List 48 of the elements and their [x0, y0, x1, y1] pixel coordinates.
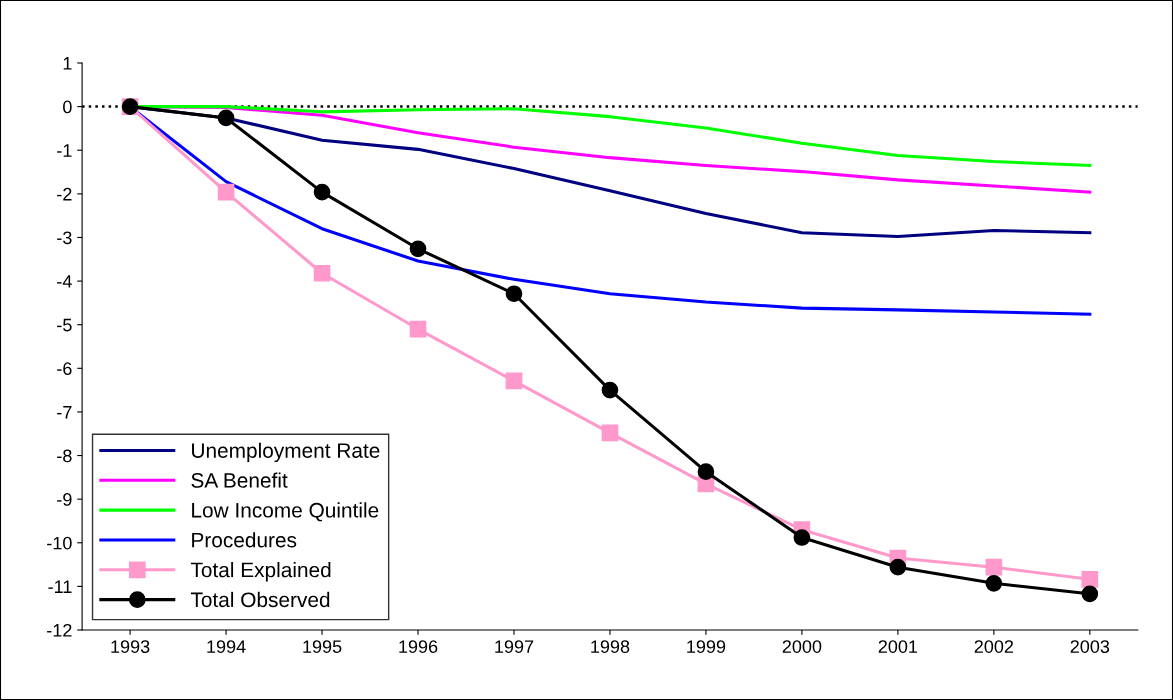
- y-tick-label: -7: [57, 406, 72, 419]
- point: [313, 264, 331, 282]
- y-tick-label: -10: [47, 536, 72, 550]
- point: [217, 109, 235, 127]
- y-tick-label: -8: [57, 449, 72, 463]
- point: [217, 183, 235, 201]
- legend-label: Total Explained: [190, 561, 331, 582]
- point: [889, 558, 907, 576]
- y-tick-label: 1: [63, 57, 72, 70]
- point: [697, 463, 715, 481]
- x-tick-label: 2003: [1070, 640, 1110, 653]
- y-tick-label: 0: [63, 100, 72, 114]
- legend-label: Low Income Quintile: [192, 502, 379, 522]
- x-tick-label: 1993: [111, 640, 150, 653]
- point: [505, 285, 523, 303]
- y-tick-label: -4: [57, 275, 72, 288]
- y-tick-label: -3: [57, 231, 72, 245]
- point: [313, 183, 331, 201]
- legend-label: Total Observed: [190, 591, 330, 608]
- point: [1081, 585, 1099, 603]
- x-tick-label: 1999: [687, 640, 726, 653]
- point: [601, 381, 619, 399]
- point: [409, 320, 427, 338]
- x-tick-label: 2002: [974, 640, 1014, 653]
- legend-label: Procedures: [192, 532, 297, 548]
- x-tick-label: 1994: [207, 640, 246, 653]
- point: [985, 574, 1003, 592]
- point: [409, 240, 427, 258]
- x-tick-label: 1998: [591, 640, 630, 653]
- legend-label: Unemployment Rate: [192, 442, 380, 463]
- y-tick-label: -1: [57, 144, 72, 157]
- point: [505, 372, 523, 390]
- x-tick-label: 1995: [303, 640, 342, 653]
- x-tick-label: 2001: [878, 640, 918, 653]
- x-tick-label: 1997: [495, 640, 534, 653]
- point: [601, 424, 619, 442]
- y-tick-label: -9: [57, 493, 72, 506]
- y-tick-label: -12: [47, 623, 72, 637]
- y-tick-label: -6: [57, 362, 72, 376]
- legend-label: SA Benefit: [191, 472, 288, 488]
- point: [985, 558, 1003, 576]
- y-tick-label: -5: [57, 318, 72, 332]
- x-tick-label: 2000: [782, 640, 822, 653]
- y-tick-label: -11: [48, 580, 72, 593]
- point: [793, 529, 811, 546]
- point: [1081, 571, 1099, 588]
- y-tick-label: -2: [57, 187, 72, 201]
- x-tick-label: 1996: [399, 640, 438, 653]
